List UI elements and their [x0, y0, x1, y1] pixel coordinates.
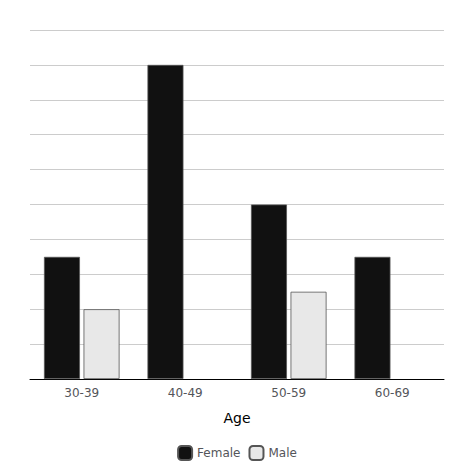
svg-text:Male: Male [268, 446, 296, 460]
svg-text:40-49: 40-49 [168, 386, 203, 400]
svg-text:60-69: 60-69 [375, 386, 410, 400]
svg-text:30-39: 30-39 [64, 386, 99, 400]
svg-text:Age: Age [223, 410, 250, 426]
svg-text:Female: Female [197, 446, 240, 460]
svg-text:50-59: 50-59 [271, 386, 306, 400]
